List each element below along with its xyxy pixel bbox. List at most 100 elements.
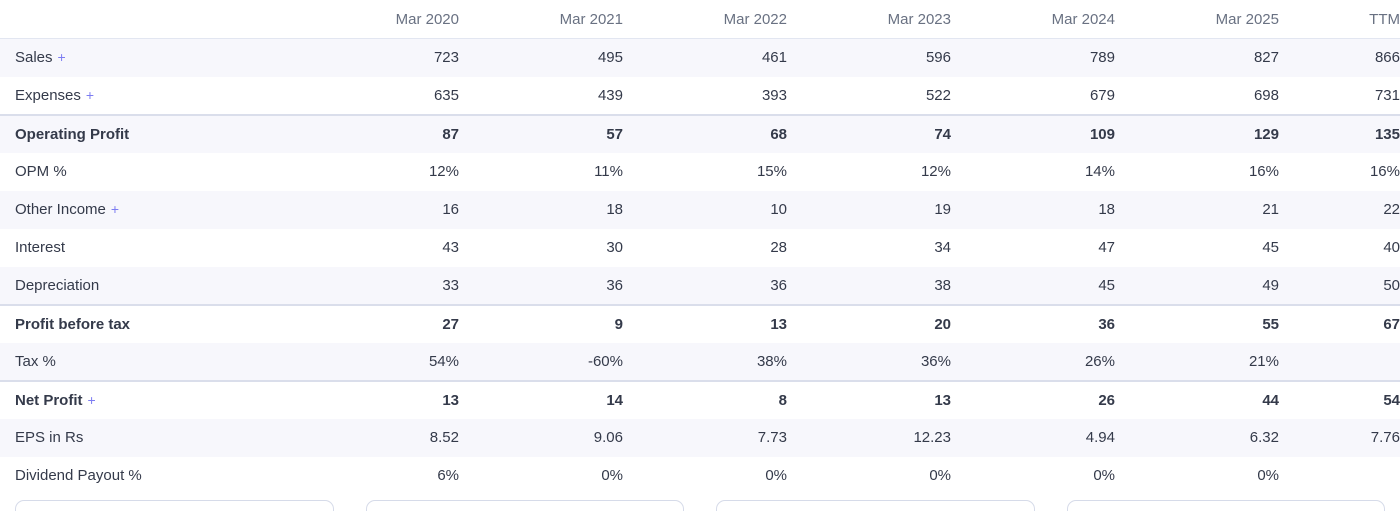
summary-cards-row bbox=[0, 495, 1400, 511]
value-cell: 679 bbox=[1089, 86, 1115, 104]
value-cell: 439 bbox=[597, 86, 623, 104]
row-label-cell: Operating Profit bbox=[0, 113, 295, 153]
value-cell: 0% bbox=[1257, 467, 1279, 484]
row-label-cell: Depreciation bbox=[0, 267, 295, 305]
value-cell: 54% bbox=[428, 352, 459, 370]
row-label: EPS in Rs bbox=[15, 429, 84, 446]
value-cell: 45 bbox=[1262, 239, 1279, 256]
value-cell: 0% bbox=[765, 467, 787, 484]
value-cell bbox=[1279, 457, 1400, 495]
expand-plus-link[interactable]: + bbox=[87, 391, 96, 408]
expand-plus-link[interactable]: + bbox=[85, 86, 95, 103]
pl-table-head: Mar 2020 Mar 2021 Mar 2022 Mar 2023 Mar 2024… bbox=[0, 0, 1400, 39]
pl-table-head-row: Mar 2020 Mar 2021 Mar 2022 Mar 2023 Mar 2024… bbox=[0, 0, 1400, 39]
value-cell: 6% bbox=[437, 467, 459, 484]
value-cell: 34 bbox=[934, 239, 951, 256]
row-label-cell: Sales + bbox=[0, 39, 295, 77]
value-cell: 0% bbox=[1093, 467, 1115, 484]
value-cell: 16% bbox=[1248, 163, 1279, 180]
row-label: Sales bbox=[15, 49, 53, 67]
table-row: Dividend Payout % 6% 0% 0% 0% 0% 0% bbox=[0, 457, 1400, 495]
value-cell: 731 bbox=[1374, 86, 1400, 104]
value-cell: 4.94 bbox=[1085, 429, 1115, 446]
table-row: OPM % 12% 11% 15% 12% 14% 16% 16% bbox=[0, 153, 1400, 191]
profit-loss-table: Mar 2020 Mar 2021 Mar 2022 Mar 2023 Mar 2024… bbox=[0, 0, 1400, 495]
value-cell: 827 bbox=[1253, 49, 1279, 67]
summary-card bbox=[716, 499, 1035, 511]
value-cell: 18 bbox=[1098, 201, 1115, 218]
value-cell: 18 bbox=[606, 201, 623, 218]
value-cell: 6.32 bbox=[1249, 429, 1279, 446]
value-cell: 8.52 bbox=[429, 429, 459, 446]
value-cell: 129 bbox=[1115, 113, 1279, 153]
year-column-header: TTM bbox=[1279, 0, 1400, 39]
value-cell bbox=[1279, 343, 1400, 381]
year-column-header: Mar 2022 bbox=[623, 0, 787, 39]
value-cell: 20 bbox=[787, 303, 951, 343]
row-label-cell: Profit before tax bbox=[0, 303, 295, 343]
year-column-header: Mar 2025 bbox=[1115, 0, 1279, 39]
value-cell: 47 bbox=[1098, 239, 1115, 256]
value-cell: 14% bbox=[1084, 163, 1115, 180]
value-cell: 49 bbox=[1262, 276, 1279, 294]
table-row: Sales + 723 495 461 596 789 827 866 bbox=[0, 38, 1400, 77]
value-cell: 74 bbox=[787, 113, 951, 153]
row-label: Expenses bbox=[15, 86, 81, 104]
row-label: Net Profit bbox=[15, 391, 83, 409]
value-cell: 33 bbox=[442, 276, 459, 294]
value-cell: -60% bbox=[587, 352, 623, 370]
row-label-cell: Interest bbox=[0, 229, 295, 267]
row-label: Dividend Payout % bbox=[15, 467, 142, 484]
table-row: Depreciation 33 36 36 38 45 49 50 bbox=[0, 266, 1400, 305]
value-cell: 40 bbox=[1383, 239, 1400, 256]
value-cell: 635 bbox=[433, 86, 459, 104]
value-cell: 36 bbox=[606, 276, 623, 294]
value-cell: 12.23 bbox=[913, 429, 951, 446]
value-cell: 45 bbox=[1098, 276, 1115, 294]
expand-plus-link[interactable]: + bbox=[110, 201, 120, 217]
value-cell: 21% bbox=[1248, 352, 1279, 370]
value-cell: 15% bbox=[756, 163, 787, 180]
summary-card bbox=[365, 499, 684, 511]
value-cell: 16 bbox=[442, 201, 459, 218]
value-cell: 38% bbox=[756, 352, 787, 370]
value-cell: 393 bbox=[761, 86, 787, 104]
row-label-cell: Dividend Payout % bbox=[0, 457, 295, 495]
row-label: OPM % bbox=[15, 163, 67, 180]
table-row: Net Profit + 13 14 8 13 26 44 54 bbox=[0, 379, 1400, 419]
value-cell: 38 bbox=[934, 276, 951, 294]
value-cell: 13 bbox=[787, 379, 951, 419]
value-cell: 14 bbox=[459, 379, 623, 419]
value-cell: 43 bbox=[442, 239, 459, 256]
summary-card bbox=[1066, 499, 1385, 511]
row-label: Profit before tax bbox=[15, 315, 131, 333]
pl-table-body: Sales + 723 495 461 596 789 827 866 Expenses + 6… bbox=[0, 38, 1400, 495]
value-cell: 8 bbox=[623, 379, 787, 419]
value-cell: 30 bbox=[606, 239, 623, 256]
value-cell: 50 bbox=[1383, 276, 1400, 294]
value-cell: 12% bbox=[920, 163, 951, 180]
value-cell: 13 bbox=[295, 379, 459, 419]
year-column-header: Mar 2024 bbox=[951, 0, 1115, 39]
value-cell: 0% bbox=[601, 467, 623, 484]
value-cell: 27 bbox=[295, 303, 459, 343]
corner-header-cell bbox=[0, 0, 295, 39]
value-cell: 12% bbox=[428, 163, 459, 180]
value-cell: 36 bbox=[951, 303, 1115, 343]
value-cell: 36 bbox=[770, 276, 787, 294]
table-row: Interest 43 30 28 34 47 45 40 bbox=[0, 229, 1400, 267]
value-cell: 9.06 bbox=[593, 429, 623, 446]
row-label: Operating Profit bbox=[15, 125, 130, 143]
value-cell: 26% bbox=[1084, 352, 1115, 370]
expand-plus-link[interactable]: + bbox=[57, 49, 66, 66]
table-row: Other Income + 16 18 10 19 18 21 22 bbox=[0, 190, 1400, 229]
value-cell: 19 bbox=[934, 201, 951, 218]
value-cell: 0% bbox=[929, 467, 951, 484]
value-cell: 87 bbox=[295, 113, 459, 153]
row-label-cell: Net Profit + bbox=[0, 379, 295, 419]
value-cell: 9 bbox=[459, 303, 623, 343]
summary-card bbox=[15, 499, 334, 511]
year-column-header: Mar 2023 bbox=[787, 0, 951, 39]
value-cell: 22 bbox=[1383, 201, 1400, 218]
value-cell: 495 bbox=[597, 49, 623, 67]
